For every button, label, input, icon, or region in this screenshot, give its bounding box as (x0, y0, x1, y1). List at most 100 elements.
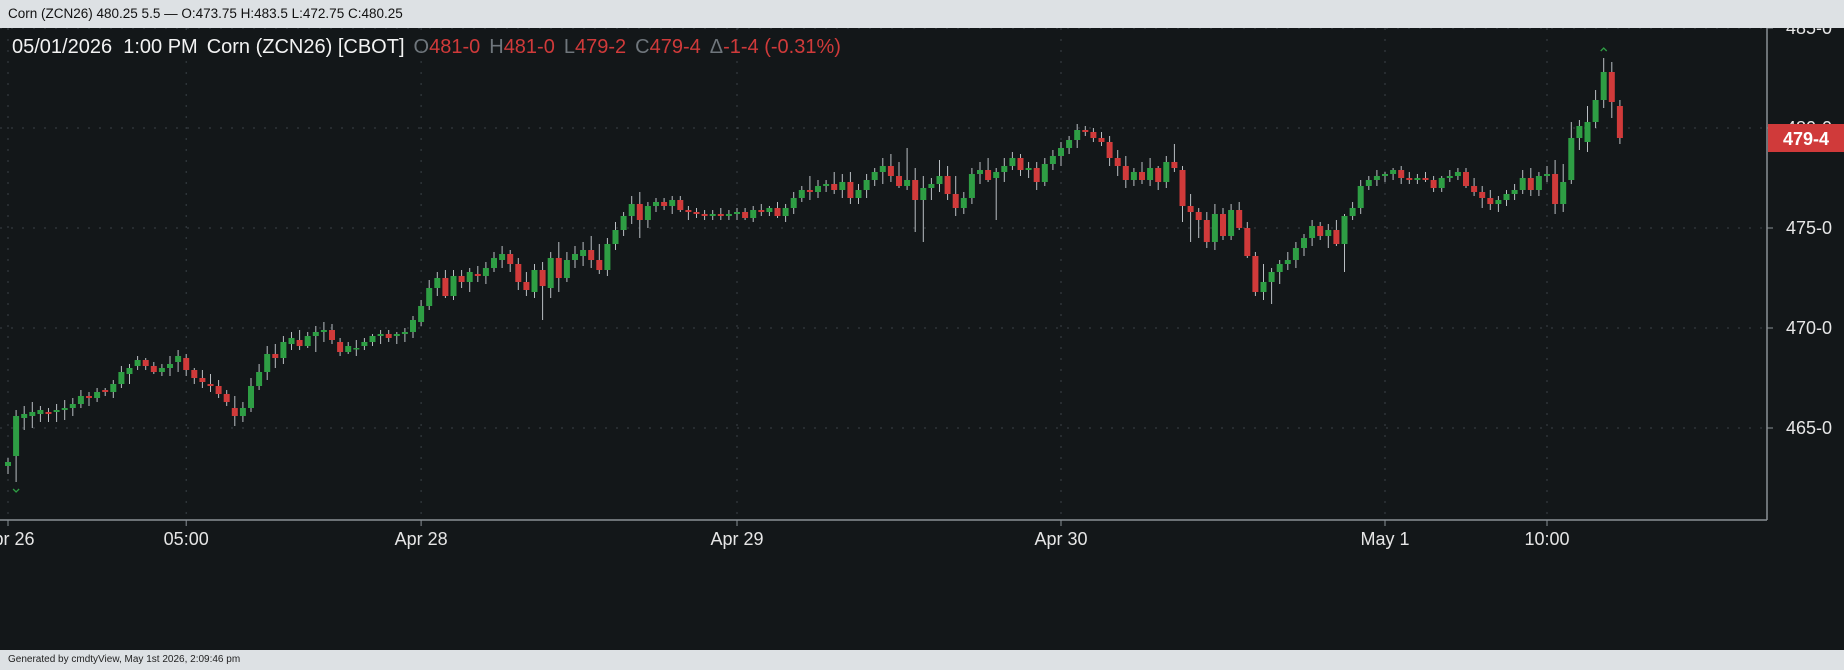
candle-body (798, 190, 805, 198)
candle-body (790, 198, 797, 208)
legend-low-label: L (563, 36, 575, 58)
candle-body (183, 358, 190, 370)
candle-up (1584, 106, 1591, 152)
candle-body (636, 204, 643, 220)
candle-body (296, 340, 303, 346)
candle-down (1398, 166, 1405, 184)
candle-down (1017, 154, 1024, 176)
candle-body (1114, 158, 1121, 166)
x-tick-label: Apr 26 (0, 529, 35, 549)
candle-body (53, 410, 60, 412)
candle-body (126, 368, 133, 374)
candle-down (1487, 190, 1494, 210)
candle-body (1373, 176, 1380, 180)
candle-up (993, 168, 1000, 220)
candle-body (1220, 214, 1226, 236)
candle-body (393, 334, 400, 336)
candle-up (1276, 260, 1283, 284)
candle-up (1211, 204, 1218, 250)
legend-close-value: 479-4 (649, 36, 701, 58)
candle-body (1511, 190, 1518, 194)
candle-down (1479, 186, 1486, 208)
candle-body (102, 390, 109, 392)
candle-up (1001, 158, 1008, 182)
candle-body (320, 330, 327, 332)
candle-down (758, 204, 765, 216)
candle-down (1252, 252, 1259, 296)
candle-down (329, 324, 335, 344)
candle-body (1139, 172, 1145, 180)
candle-body (920, 188, 927, 200)
candle-body (1001, 166, 1008, 172)
candle-down (45, 408, 52, 422)
candle-up (118, 366, 125, 388)
candle-up (1130, 168, 1137, 186)
candle-body (256, 372, 263, 386)
candle-up (1454, 168, 1461, 180)
candle-down (596, 244, 603, 274)
candle-body (1284, 260, 1291, 264)
candle-body (1066, 140, 1073, 148)
candle-body (369, 336, 376, 342)
legend-symbol: Corn (ZCN26) [CBOT] (206, 36, 405, 58)
candle-down (231, 396, 238, 426)
candle-up (855, 184, 862, 204)
candle-down (1098, 132, 1105, 146)
candle-body (507, 254, 514, 264)
legend-high-value: 481-0 (503, 36, 555, 58)
candle-down (1171, 144, 1178, 172)
candle-up (175, 350, 182, 372)
candle-body (1033, 168, 1040, 182)
candle-down (207, 374, 214, 392)
candle-body (450, 276, 457, 296)
candle-down (887, 154, 894, 182)
candle-body (215, 386, 222, 394)
candle-down (272, 344, 279, 368)
candle-body (158, 368, 165, 372)
y-tick-label: 485-0 (1786, 28, 1832, 38)
candle-down (1090, 128, 1097, 142)
candle-body (1479, 192, 1486, 198)
candle-down (847, 172, 854, 204)
candle-down (1616, 100, 1623, 144)
candle-body (928, 184, 935, 188)
candle-down (555, 242, 562, 292)
candle-up (839, 174, 846, 198)
legend-open-value: 481-0 (429, 36, 481, 58)
candle-body (661, 202, 668, 206)
x-tick-label: Apr 28 (395, 529, 448, 549)
candle-up (823, 180, 830, 192)
candle-down (191, 368, 198, 384)
candle-body (734, 212, 740, 214)
candle-body (337, 342, 344, 352)
candle-down (944, 166, 951, 200)
candle-body (1430, 180, 1437, 188)
candle-body (904, 180, 911, 186)
candles (5, 58, 1623, 482)
candle-up (1495, 196, 1502, 212)
candle-up (1503, 190, 1510, 206)
candle-up (377, 330, 384, 344)
candle-up (1592, 90, 1599, 128)
candle-body (993, 172, 1000, 178)
candle-body (1195, 212, 1202, 220)
candle-up (1228, 204, 1235, 240)
candle-up (110, 380, 117, 398)
candle-up (288, 332, 295, 350)
candle-down (1244, 222, 1251, 258)
candle-body (1147, 168, 1154, 180)
candle-up (1357, 180, 1364, 214)
candle-up (353, 340, 360, 356)
candle-body (815, 186, 821, 192)
legend-high-label: H (489, 36, 504, 58)
candle-body (1252, 256, 1259, 292)
candle-body (725, 214, 732, 216)
candle-up (1511, 184, 1518, 200)
candle-down (337, 338, 344, 356)
candle-up (61, 400, 68, 420)
candle-down (1236, 202, 1243, 230)
candle-up (434, 272, 441, 296)
